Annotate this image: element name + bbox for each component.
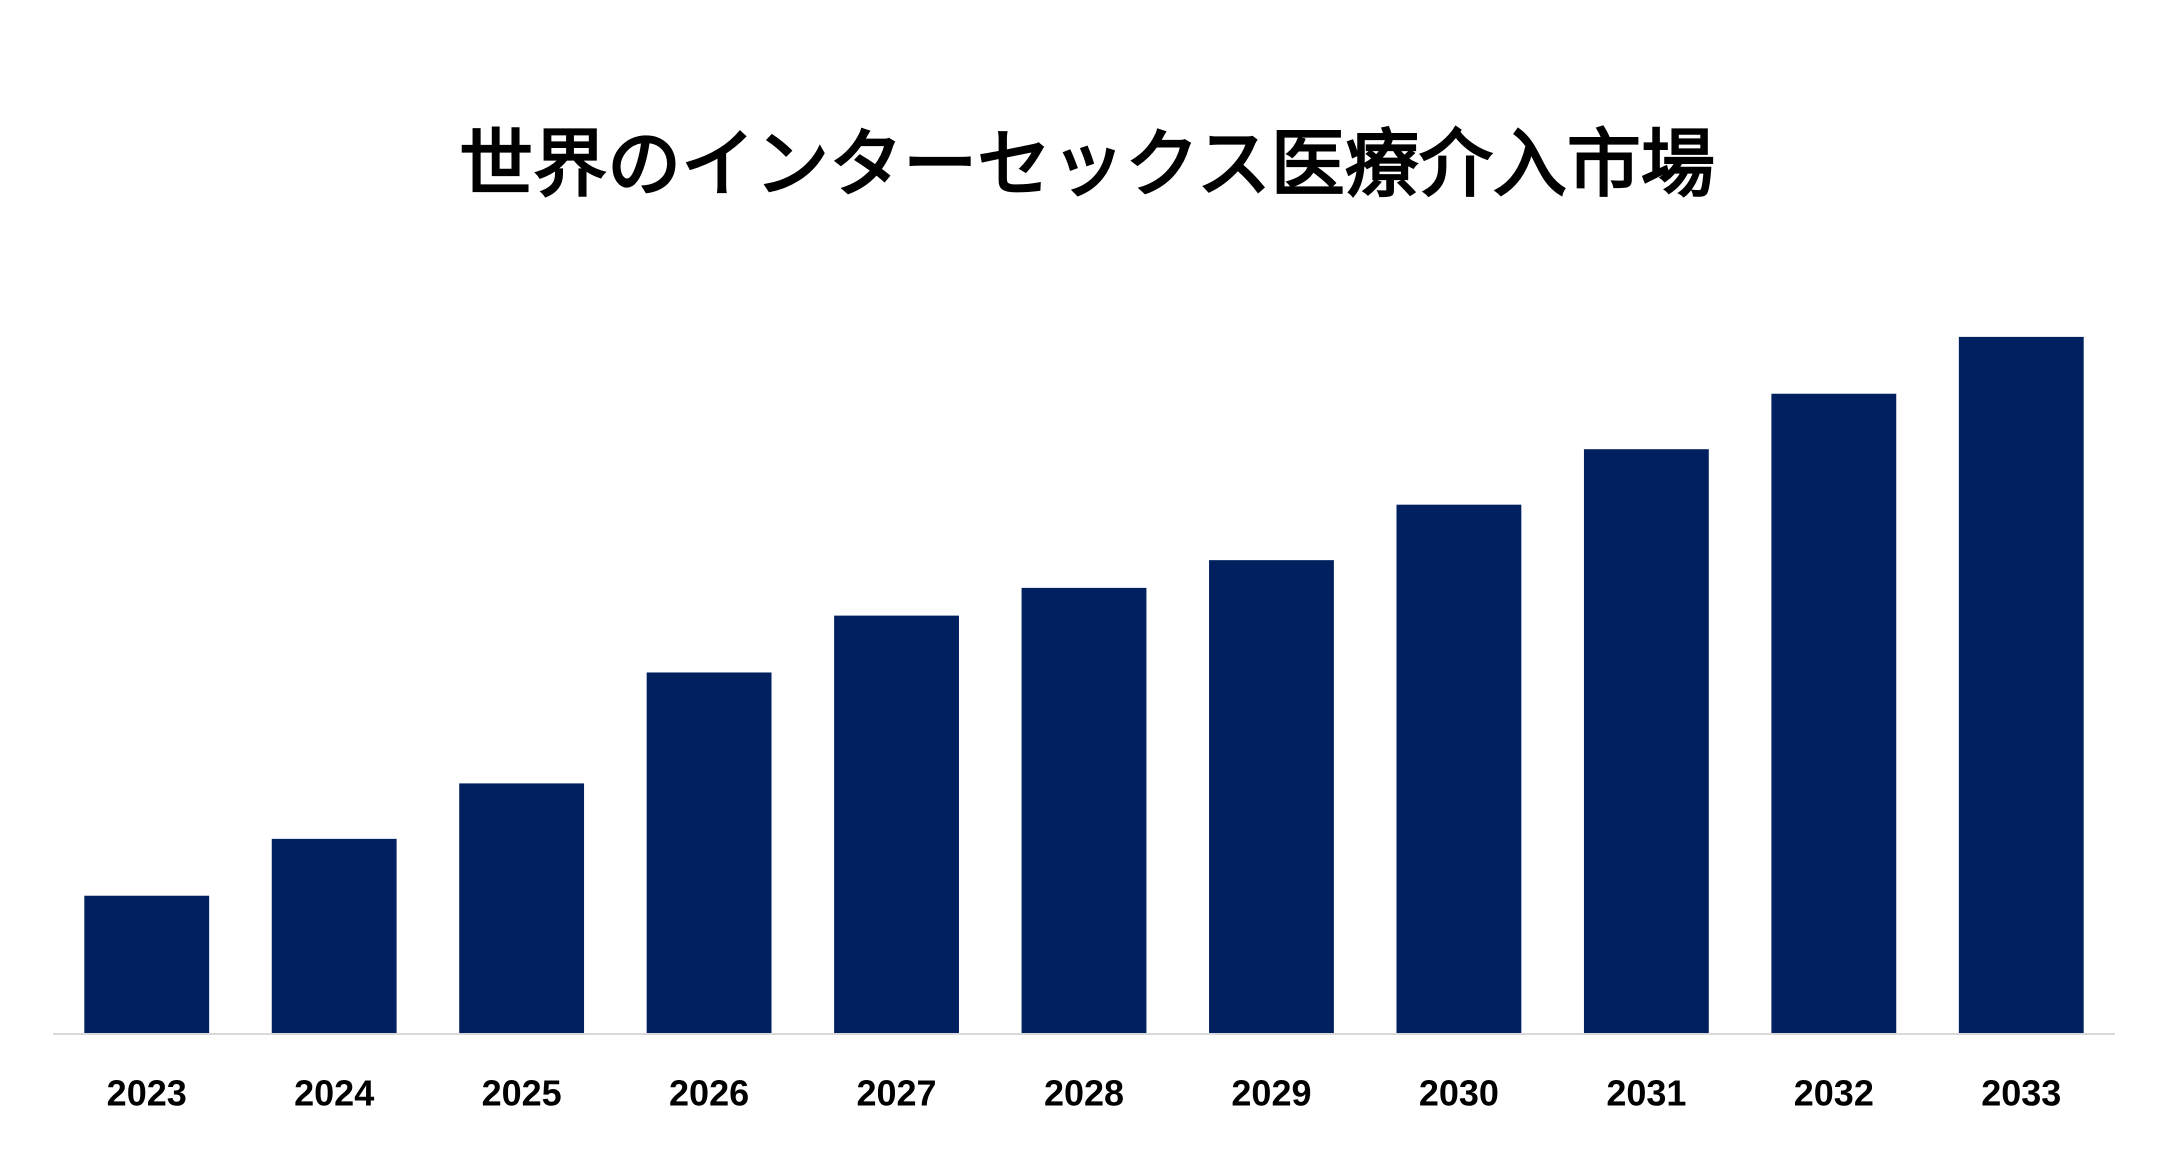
x-tick-label: 2028 [1044,1073,1124,1114]
x-tick-label: 2027 [856,1073,936,1114]
bar [459,783,585,1033]
x-tick-label: 2026 [669,1073,749,1114]
x-tick-label: 2031 [1606,1073,1686,1114]
bar [1021,587,1147,1033]
x-tick-label: 2032 [1794,1073,1874,1114]
x-tick-label: 2025 [482,1073,562,1114]
bar [1583,449,1709,1033]
bar [271,838,397,1033]
bar [646,672,772,1033]
x-tick-label: 2024 [294,1073,374,1114]
bar [84,895,210,1033]
x-tick-label: 2023 [107,1073,187,1114]
bar [1209,560,1334,1033]
bar [834,615,959,1033]
bar [1396,504,1522,1033]
x-tick-label: 2033 [1981,1073,2061,1114]
x-tick-label: 2030 [1419,1073,1499,1114]
bar [1958,336,2084,1034]
chart-title: 世界のインターセックス医療介入市場 [459,122,1715,208]
x-tick-label: 2029 [1231,1073,1311,1114]
bar [1771,393,1897,1033]
